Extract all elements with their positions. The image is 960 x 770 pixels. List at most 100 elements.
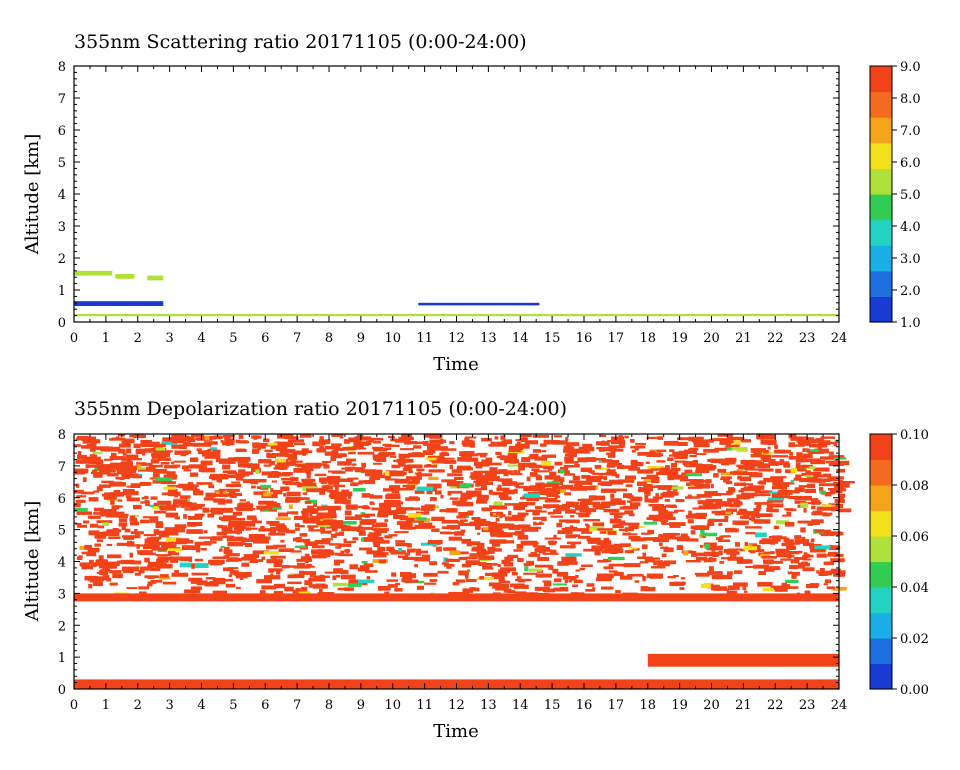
data-cell (493, 501, 503, 505)
data-cell (458, 556, 468, 561)
data-cell (319, 436, 324, 440)
data-cell (256, 550, 265, 554)
data-cell (241, 556, 257, 561)
data-cell (469, 475, 484, 479)
data-cell (423, 434, 435, 438)
data-cell (535, 506, 543, 510)
x-tick-label: 23 (799, 698, 816, 713)
data-cell (77, 524, 87, 528)
data-cell (504, 516, 522, 521)
data-cell (250, 481, 259, 485)
data-cell (564, 526, 578, 530)
data-cell (690, 514, 702, 519)
data-cell (449, 441, 455, 445)
data-cell (497, 563, 501, 567)
data-cell (509, 481, 518, 485)
data-cell (559, 489, 566, 493)
data-cell (102, 522, 109, 526)
data-cell (492, 491, 509, 496)
data-cell (712, 438, 727, 441)
data-cell (823, 583, 828, 586)
data-cell (541, 522, 545, 525)
data-cell (239, 520, 250, 524)
data-cell (603, 537, 610, 543)
data-cell (756, 513, 773, 518)
data-cell (784, 542, 800, 545)
data-cell (622, 505, 638, 510)
data-cell (407, 459, 413, 462)
data-cell (670, 462, 677, 468)
data-cell (333, 484, 346, 488)
data-cell (806, 483, 816, 489)
colorbar-segment (870, 676, 892, 684)
data-cell (284, 454, 297, 457)
data-cell (675, 499, 685, 503)
data-cell (412, 479, 420, 484)
data-cell (210, 507, 218, 511)
data-cell (350, 447, 367, 450)
data-cell (838, 481, 855, 484)
data-cell (813, 467, 830, 472)
data-cell (279, 466, 285, 470)
data-cell (241, 562, 250, 567)
data-cell (222, 474, 238, 479)
data-cell (196, 580, 208, 586)
data-cell (469, 443, 475, 448)
data-cell (657, 509, 669, 513)
data-cell (751, 519, 763, 522)
data-cell (504, 540, 515, 544)
data-cell (362, 513, 375, 517)
data-cell (81, 565, 93, 570)
data-cell (619, 520, 626, 525)
data-cell (612, 524, 616, 529)
data-cell (285, 529, 296, 534)
data-cell (545, 492, 556, 496)
data-cell (301, 512, 309, 518)
data-cell (328, 494, 336, 498)
data-cell (286, 491, 301, 497)
data-cell (607, 501, 616, 506)
data-cell (294, 516, 308, 520)
data-cell (536, 510, 547, 513)
data-cell (692, 459, 698, 465)
x-axis-label: Time (433, 721, 478, 742)
data-cell (553, 477, 565, 482)
data-cell (170, 557, 179, 563)
data-cell (170, 461, 175, 464)
data-cell (324, 571, 342, 574)
data-cell (514, 484, 519, 487)
data-cell (406, 464, 423, 469)
data-cell (737, 475, 742, 480)
colorbar: 0.000.020.040.060.080.10 (869, 428, 929, 698)
data-cell (490, 532, 507, 537)
data-cell (223, 555, 229, 558)
data-cell (256, 505, 273, 510)
data-cell (452, 521, 465, 524)
data-cell (309, 512, 313, 517)
data-cell (373, 528, 389, 532)
data-cell (309, 572, 316, 578)
data-cell (744, 468, 760, 471)
data-cell (748, 517, 756, 521)
data-cell (767, 497, 785, 501)
data-cell (371, 446, 383, 449)
data-cell (182, 465, 190, 470)
data-cell (133, 443, 141, 448)
data-cell (600, 488, 617, 493)
data-cell (521, 528, 539, 532)
data-cell (117, 482, 122, 486)
data-cell (754, 489, 761, 493)
data-cell (344, 510, 352, 516)
data-cell (227, 471, 238, 474)
data-cell (725, 457, 737, 462)
data-cell (423, 572, 438, 577)
data-cell (377, 512, 389, 518)
data-cell (674, 454, 688, 460)
data-cell (393, 515, 406, 519)
data-cell (414, 564, 418, 568)
data-cell (295, 463, 300, 467)
x-tick-label: 10 (384, 331, 401, 346)
data-cell (436, 458, 445, 461)
data-cell (216, 531, 227, 536)
data-cell (665, 504, 677, 508)
